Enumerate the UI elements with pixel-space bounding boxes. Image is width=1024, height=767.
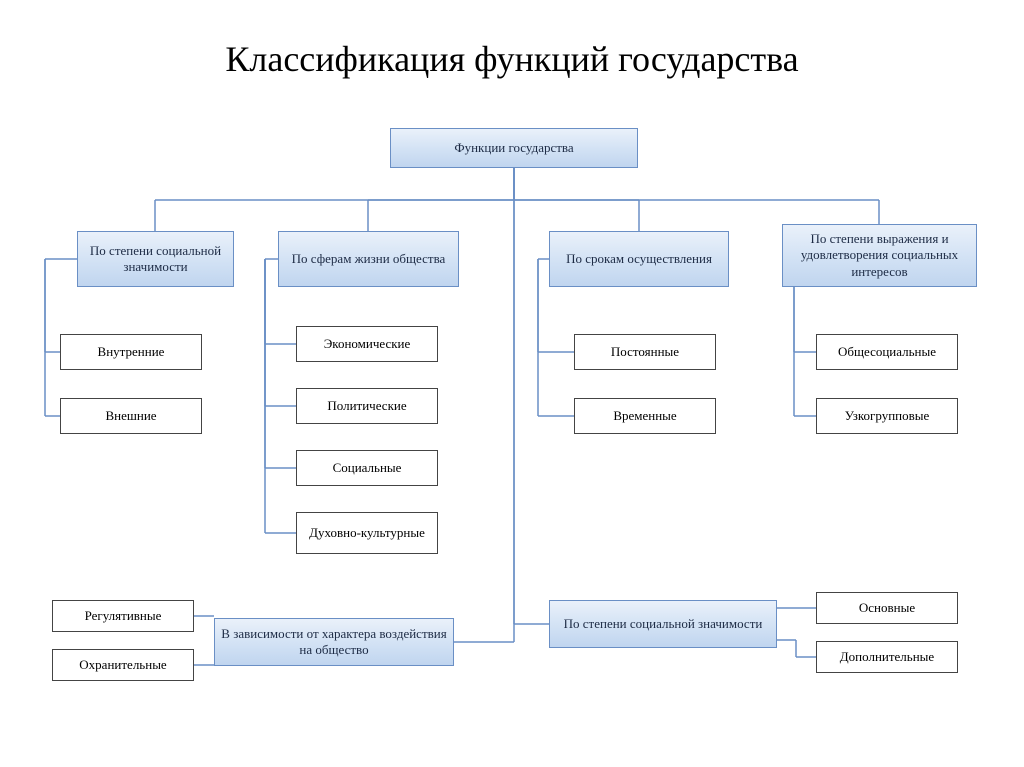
- node-c1a: Внутренние: [60, 334, 202, 370]
- node-c6b: Дополнительные: [816, 641, 958, 673]
- node-cat6: По степени социальной значимости: [549, 600, 777, 648]
- node-c2b: Политические: [296, 388, 438, 424]
- node-cat5: В зависимости от характера воздействия н…: [214, 618, 454, 666]
- node-c2a: Экономические: [296, 326, 438, 362]
- node-c2c: Социальные: [296, 450, 438, 486]
- node-cat4: По степени выражения и удовлетворения со…: [782, 224, 977, 287]
- node-c4b: Узкогрупповые: [816, 398, 958, 434]
- node-cat3: По срокам осуществления: [549, 231, 729, 287]
- node-c5b: Охранительные: [52, 649, 194, 681]
- node-cat2: По сферам жизни общества: [278, 231, 459, 287]
- node-c1b: Внешние: [60, 398, 202, 434]
- page-title: Классификация функций государства: [0, 0, 1024, 80]
- node-c4a: Общесоциальные: [816, 334, 958, 370]
- node-root: Функции государства: [390, 128, 638, 168]
- node-c5a: Регулятивные: [52, 600, 194, 632]
- node-c3a: Постоянные: [574, 334, 716, 370]
- node-c6a: Основные: [816, 592, 958, 624]
- node-cat1: По степени социальной значимости: [77, 231, 234, 287]
- node-c3b: Временные: [574, 398, 716, 434]
- node-c2d: Духовно-культурные: [296, 512, 438, 554]
